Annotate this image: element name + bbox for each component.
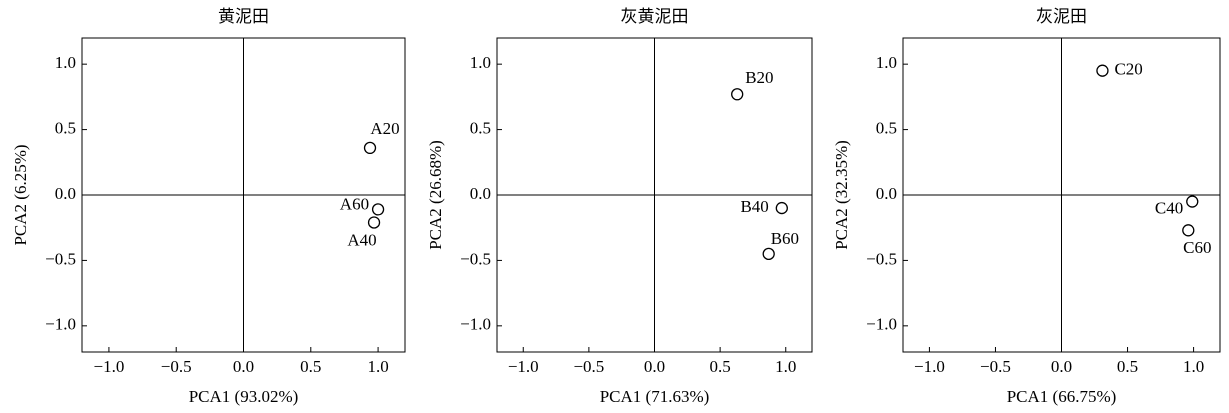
point (1182, 224, 1195, 237)
point-label: C20 (1114, 60, 1142, 79)
y-tick-label: 0.5 (876, 118, 897, 137)
x-tick-label: −0.5 (573, 357, 604, 376)
x-tick-label: 1.0 (1183, 357, 1204, 376)
point-label: A40 (347, 230, 376, 249)
y-tick-label: −0.5 (45, 249, 76, 268)
x-axis-label: PCA1 (66.75%) (1007, 387, 1117, 406)
point-label: A20 (370, 119, 399, 138)
y-tick-label: 0.0 (55, 184, 76, 203)
x-tick-label: −1.0 (914, 357, 945, 376)
x-tick-label: 0.0 (1051, 357, 1072, 376)
y-tick-label: 1.0 (470, 53, 491, 72)
y-axis-label: PCA2 (32.35%) (832, 140, 851, 250)
y-axis-label: PCA2 (26.68%) (426, 140, 445, 250)
point-label: A60 (340, 194, 369, 213)
point (1096, 64, 1109, 77)
y-tick-label: 0.5 (470, 118, 491, 137)
point (1186, 195, 1199, 208)
x-tick-label: 0.5 (1117, 357, 1138, 376)
x-tick-label: −1.0 (508, 357, 539, 376)
point-label: C40 (1155, 198, 1183, 217)
point (367, 216, 381, 229)
point (363, 141, 377, 155)
y-tick-label: −0.5 (460, 249, 491, 268)
x-tick-label: −0.5 (161, 357, 192, 376)
y-tick-label: 1.0 (55, 53, 76, 72)
panel-title: 灰黄泥田 (621, 7, 689, 26)
x-tick-label: 0.5 (300, 357, 321, 376)
point-label: C60 (1183, 238, 1211, 257)
panel-title: 黄泥田 (218, 7, 269, 26)
x-axis-label: PCA1 (93.02%) (189, 387, 299, 406)
point (371, 203, 385, 216)
y-tick-label: 0.0 (876, 184, 897, 203)
x-tick-label: 1.0 (367, 357, 388, 376)
point (762, 247, 775, 261)
y-tick-label: 1.0 (876, 53, 897, 72)
x-tick-label: −1.0 (93, 357, 124, 376)
y-tick-label: −1.0 (460, 315, 491, 334)
x-tick-label: −0.5 (980, 357, 1011, 376)
point (775, 201, 788, 215)
x-tick-label: 1.0 (775, 357, 796, 376)
x-tick-label: 0.0 (233, 357, 254, 376)
x-tick-label: 0.5 (710, 357, 731, 376)
point-label: B60 (771, 229, 799, 248)
point-label: B40 (740, 197, 768, 216)
y-tick-label: −1.0 (45, 315, 76, 334)
point-label: B20 (745, 68, 773, 87)
x-axis-label: PCA1 (71.63%) (600, 387, 710, 406)
y-tick-label: −1.0 (866, 315, 897, 334)
point (731, 88, 744, 101)
y-axis-label: PCA2 (6.25%) (11, 144, 30, 245)
y-tick-label: −0.5 (866, 249, 897, 268)
panel-title: 灰泥田 (1036, 7, 1087, 26)
y-tick-label: 0.0 (470, 184, 491, 203)
x-tick-label: 0.0 (644, 357, 665, 376)
y-tick-label: 0.5 (55, 118, 76, 137)
